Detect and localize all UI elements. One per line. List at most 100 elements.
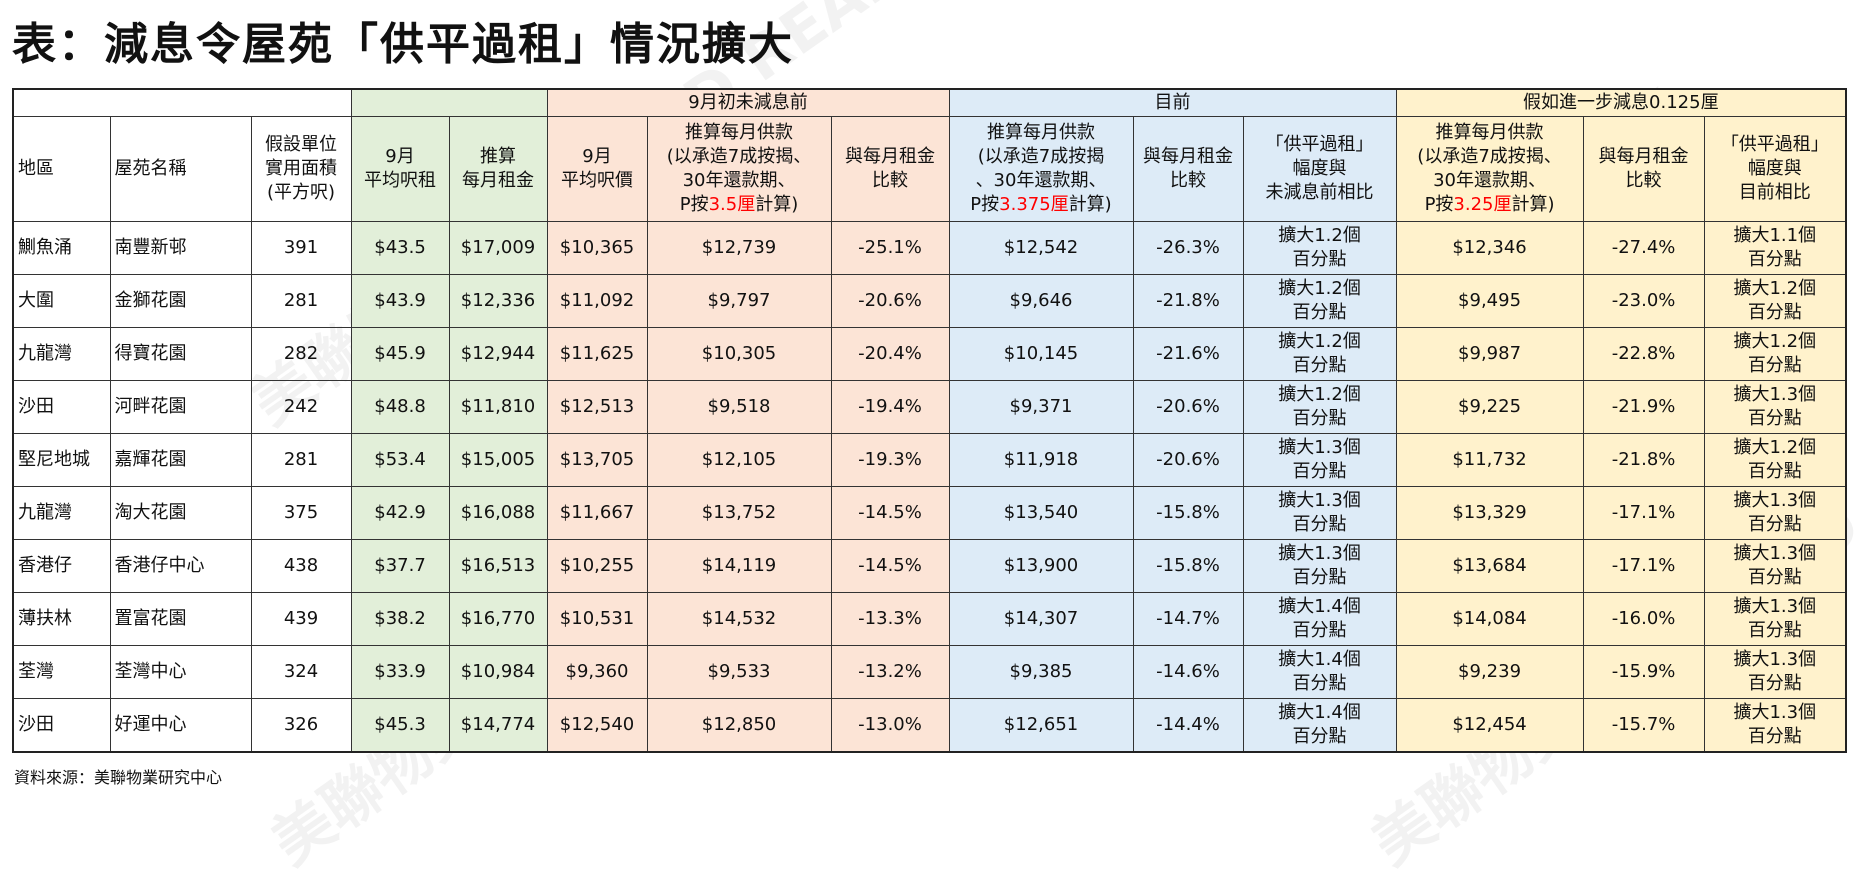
header-line: 百分點 bbox=[1292, 514, 1347, 535]
cell-price-psf: $11,092 bbox=[546, 274, 648, 328]
cell-monthly-rent: $16,088 bbox=[448, 486, 548, 540]
cell-estate: 河畔花園 bbox=[109, 380, 252, 434]
cell-gap-further: 擴大1.3個 百分點 bbox=[1703, 645, 1847, 699]
header-line: 百分點 bbox=[1747, 620, 1802, 641]
header-line: 擴大1.2個 bbox=[1278, 278, 1361, 299]
table-row: 堅尼地城 嘉輝花園 281 $53.4 $15,005 $13,705 $12,105 -19… bbox=[12, 433, 1847, 487]
cell-gap-current: 擴大1.4個 百分點 bbox=[1242, 645, 1397, 699]
cell-estate: 好運中心 bbox=[109, 698, 252, 753]
cell-compare-before: -20.4% bbox=[830, 327, 950, 381]
cell-gap-further: 擴大1.2個 百分點 bbox=[1703, 327, 1847, 381]
cell-mortgage-further: $14,084 bbox=[1395, 592, 1584, 646]
header-line: P按3.5厘計算) bbox=[650, 193, 829, 217]
cell-price-psf: $13,705 bbox=[546, 433, 648, 487]
cell-mortgage-before: $9,797 bbox=[646, 274, 832, 328]
header-line: 百分點 bbox=[1292, 567, 1347, 588]
cell-district: 鰂魚涌 bbox=[12, 221, 111, 275]
header-line: 實用面積 bbox=[265, 158, 337, 179]
header-rent-psf: 9月 平均呎租 bbox=[350, 116, 450, 222]
header-line: 百分點 bbox=[1292, 408, 1347, 429]
table-row: 鰂魚涌 南豐新邨 391 $43.5 $17,009 $10,365 $12,739 -25.… bbox=[12, 221, 1847, 275]
cell-gap-current: 擴大1.3個 百分點 bbox=[1242, 486, 1397, 540]
header-line: 百分點 bbox=[1747, 302, 1802, 323]
header-line: 擴大1.3個 bbox=[1278, 437, 1361, 458]
header-line: 擴大1.4個 bbox=[1278, 596, 1361, 617]
header-gap-further: 「供平過租」 幅度與 目前相比 bbox=[1703, 116, 1847, 222]
header-line: 30年還款期、 bbox=[682, 170, 796, 191]
cell-compare-further: -17.1% bbox=[1582, 486, 1705, 540]
cell-gap-current: 擴大1.3個 百分點 bbox=[1242, 433, 1397, 487]
cell-mortgage-before: $12,105 bbox=[646, 433, 832, 487]
cell-district: 堅尼地城 bbox=[12, 433, 111, 487]
header-line: P按3.375厘計算) bbox=[952, 193, 1131, 217]
cell-compare-before: -13.3% bbox=[830, 592, 950, 646]
cell-compare-current: -14.4% bbox=[1132, 698, 1244, 753]
cell-rent-psf: $45.9 bbox=[350, 327, 450, 381]
cell-compare-further: -27.4% bbox=[1582, 221, 1705, 275]
header-line: 30年還款期、 bbox=[1433, 170, 1546, 191]
cell-mortgage-before: $12,739 bbox=[646, 221, 832, 275]
column-header-row: 地區 屋苑名稱 假設單位 實用面積 (平方呎) 9月 平均呎租 推算 每月租金 9月 平均呎價 推算每… bbox=[12, 116, 1847, 222]
blank-group-header bbox=[12, 88, 352, 117]
table-row: 九龍灣 淘大花園 375 $42.9 $16,088 $11,667 $13,752 -14.… bbox=[12, 486, 1847, 540]
cell-gap-further: 擴大1.3個 百分點 bbox=[1703, 539, 1847, 593]
cell-compare-before: -19.3% bbox=[830, 433, 950, 487]
cell-compare-current: -14.7% bbox=[1132, 592, 1244, 646]
cell-mortgage-current: $11,918 bbox=[948, 433, 1134, 487]
source-note: 資料來源：美聯物業研究中心 bbox=[14, 768, 223, 787]
group-header-further: 假如進一步減息0.125厘 bbox=[1395, 88, 1847, 117]
cell-monthly-rent: $15,005 bbox=[448, 433, 548, 487]
header-line: 與每月租金 bbox=[1143, 146, 1234, 167]
cell-district: 沙田 bbox=[12, 380, 111, 434]
cell-estate: 置富花園 bbox=[109, 592, 252, 646]
cell-gap-further: 擴大1.2個 百分點 bbox=[1703, 433, 1847, 487]
cell-mortgage-further: $12,346 bbox=[1395, 221, 1584, 275]
header-line: 百分點 bbox=[1747, 673, 1802, 694]
cell-price-psf: $11,667 bbox=[546, 486, 648, 540]
cell-mortgage-before: $9,533 bbox=[646, 645, 832, 699]
cell-mortgage-current: $10,145 bbox=[948, 327, 1134, 381]
header-mortgage-before: 推算每月供款 (以承造7成按揭、 30年還款期、 P按3.5厘計算) bbox=[646, 116, 832, 222]
cell-price-psf: $12,513 bbox=[546, 380, 648, 434]
header-line: 、30年還款期、 bbox=[975, 170, 1107, 191]
cell-compare-before: -14.5% bbox=[830, 486, 950, 540]
cell-rent-psf: $43.9 bbox=[350, 274, 450, 328]
table-row: 荃灣 荃灣中心 324 $33.9 $10,984 $9,360 $9,533 -13.2% $… bbox=[12, 645, 1847, 699]
cell-rent-psf: $53.4 bbox=[350, 433, 450, 487]
group-header-row: 9月初未減息前 目前 假如進一步減息0.125厘 bbox=[12, 88, 1847, 117]
cell-gap-current: 擴大1.4個 百分點 bbox=[1242, 698, 1397, 753]
header-estate: 屋苑名稱 bbox=[109, 116, 252, 222]
header-line: 百分點 bbox=[1747, 514, 1802, 535]
header-line: 推算 bbox=[480, 146, 517, 167]
header-compare-before: 與每月租金 比較 bbox=[830, 116, 950, 222]
header-line: 擴大1.2個 bbox=[1278, 225, 1361, 246]
header-area: 假設單位 實用面積 (平方呎) bbox=[250, 116, 352, 222]
header-line: 百分點 bbox=[1292, 302, 1347, 323]
cell-monthly-rent: $16,513 bbox=[448, 539, 548, 593]
cell-district: 九龍灣 bbox=[12, 486, 111, 540]
cell-estate: 嘉輝花園 bbox=[109, 433, 252, 487]
cell-price-psf: $11,625 bbox=[546, 327, 648, 381]
cell-mortgage-before: $14,532 bbox=[646, 592, 832, 646]
cell-area: 242 bbox=[250, 380, 352, 434]
cell-monthly-rent: $11,810 bbox=[448, 380, 548, 434]
cell-rent-psf: $43.5 bbox=[350, 221, 450, 275]
header-line: 擴大1.3個 bbox=[1733, 490, 1817, 511]
header-line: 比較 bbox=[1170, 170, 1207, 191]
header-line: 擴大1.3個 bbox=[1733, 384, 1817, 405]
table-row: 沙田 好運中心 326 $45.3 $14,774 $12,540 $12,850 -13.0… bbox=[12, 698, 1847, 753]
cell-compare-further: -21.9% bbox=[1582, 380, 1705, 434]
rate-prefix: P按 bbox=[1424, 194, 1454, 215]
cell-estate: 得寶花園 bbox=[109, 327, 252, 381]
header-mortgage-further: 推算每月供款 (以承造7成按揭、 30年還款期、 P按3.25厘計算) bbox=[1395, 116, 1584, 222]
rate-prefix: P按 bbox=[679, 194, 709, 215]
header-compare-further: 與每月租金 比較 bbox=[1582, 116, 1705, 222]
cell-rent-psf: $48.8 bbox=[350, 380, 450, 434]
cell-district: 薄扶林 bbox=[12, 592, 111, 646]
cell-compare-before: -20.6% bbox=[830, 274, 950, 328]
cell-price-psf: $12,540 bbox=[546, 698, 648, 753]
header-line: P按3.25厘計算) bbox=[1399, 193, 1581, 217]
rate-suffix: 計算) bbox=[1068, 194, 1112, 215]
cell-district: 大圍 bbox=[12, 274, 111, 328]
header-line: 擴大1.4個 bbox=[1278, 702, 1361, 723]
